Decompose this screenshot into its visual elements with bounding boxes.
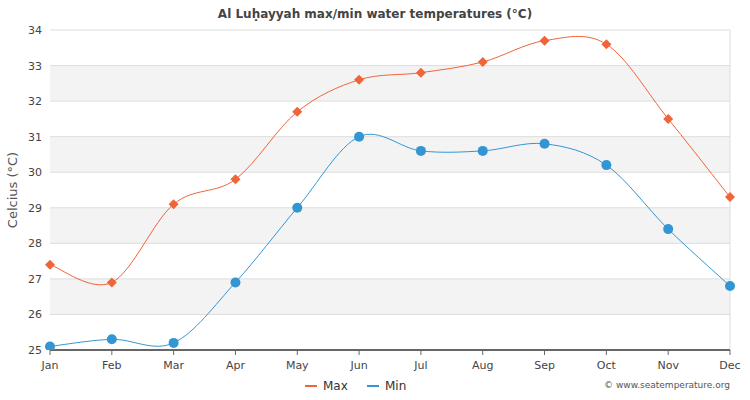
legend-label: Min bbox=[385, 379, 406, 393]
marker bbox=[107, 277, 117, 287]
marker bbox=[169, 199, 179, 209]
legend-label: Max bbox=[323, 379, 348, 393]
grid-line bbox=[50, 136, 730, 137]
marker bbox=[725, 192, 735, 202]
x-tick bbox=[235, 350, 236, 355]
grid-band bbox=[50, 137, 730, 173]
legend: Max Min bbox=[305, 379, 406, 393]
plot-data bbox=[45, 36, 735, 350]
y-tick-label: 34 bbox=[28, 24, 42, 37]
marker bbox=[540, 36, 550, 46]
marker bbox=[45, 260, 55, 270]
marker bbox=[725, 281, 735, 291]
marker bbox=[45, 341, 55, 350]
marker bbox=[478, 57, 488, 67]
x-axis bbox=[50, 349, 730, 351]
y-tick-label: 27 bbox=[28, 273, 42, 286]
marker bbox=[663, 224, 673, 234]
marker bbox=[663, 114, 673, 124]
y-tick-label: 28 bbox=[28, 237, 42, 250]
x-tick bbox=[482, 350, 483, 355]
x-tick bbox=[730, 350, 731, 355]
marker bbox=[601, 39, 611, 49]
x-tick-label: Apr bbox=[226, 359, 246, 372]
marker bbox=[230, 277, 240, 287]
x-tick bbox=[50, 350, 51, 355]
x-tick bbox=[173, 350, 174, 355]
x-tick bbox=[420, 350, 421, 355]
title: Al Luḥayyah max/min water temperatures (… bbox=[218, 7, 532, 21]
x-tick bbox=[606, 350, 607, 355]
marker bbox=[416, 68, 426, 78]
marker bbox=[230, 174, 240, 184]
y-tick-label: 30 bbox=[28, 166, 42, 179]
grid-line bbox=[50, 172, 730, 173]
x-tick bbox=[111, 350, 112, 355]
grid-line bbox=[50, 207, 730, 208]
marker bbox=[292, 203, 302, 213]
x-tick bbox=[668, 350, 669, 355]
source: © www.seatemperature.org bbox=[604, 380, 730, 390]
x-tick-label: Feb bbox=[102, 359, 121, 372]
y-axis-label: Celcius (°C) bbox=[5, 152, 20, 228]
y-tick-label: 29 bbox=[28, 202, 42, 215]
x-tick bbox=[297, 350, 298, 355]
x-tick-label: Mar bbox=[163, 359, 184, 372]
legend-swatch bbox=[367, 385, 379, 387]
frame bbox=[730, 30, 731, 350]
y-tick-label: 31 bbox=[28, 131, 42, 144]
grid-line bbox=[50, 314, 730, 315]
series-line bbox=[50, 36, 730, 284]
chart: Al Luḥayyah max/min water temperatures (… bbox=[0, 0, 750, 400]
x-tick-label: Jun bbox=[349, 359, 367, 372]
grid-band bbox=[50, 66, 730, 102]
series-line bbox=[50, 134, 730, 346]
grid-line bbox=[50, 101, 730, 102]
x-tick-label: Sep bbox=[534, 359, 555, 372]
x-tick bbox=[544, 350, 545, 355]
x-tick-label: May bbox=[286, 359, 309, 372]
y-tick-label: 25 bbox=[28, 344, 42, 357]
grid-line bbox=[50, 243, 730, 244]
marker bbox=[478, 146, 488, 156]
x-tick-label: Jan bbox=[41, 359, 59, 372]
marker bbox=[540, 139, 550, 149]
grid-line bbox=[50, 350, 730, 351]
marker bbox=[292, 107, 302, 117]
grid-band bbox=[50, 279, 730, 315]
x-tick-label: Oct bbox=[597, 359, 617, 372]
marker bbox=[601, 160, 611, 170]
x-tick bbox=[359, 350, 360, 355]
y-tick-label: 26 bbox=[28, 308, 42, 321]
x-tick-label: Nov bbox=[657, 359, 679, 372]
marker bbox=[354, 132, 364, 142]
grid-line bbox=[50, 30, 730, 31]
grid-band bbox=[50, 208, 730, 244]
y-tick-label: 33 bbox=[28, 60, 42, 73]
x-tick-label: Dec bbox=[719, 359, 740, 372]
marker bbox=[354, 75, 364, 85]
y-tick-label: 32 bbox=[28, 95, 42, 108]
grid-line bbox=[50, 278, 730, 279]
marker bbox=[169, 338, 179, 348]
x-tick-label: Jul bbox=[413, 359, 427, 372]
legend-swatch bbox=[305, 385, 317, 387]
marker bbox=[416, 146, 426, 156]
marker bbox=[107, 334, 117, 344]
grid bbox=[50, 30, 730, 350]
x-tick-label: Aug bbox=[472, 359, 493, 372]
